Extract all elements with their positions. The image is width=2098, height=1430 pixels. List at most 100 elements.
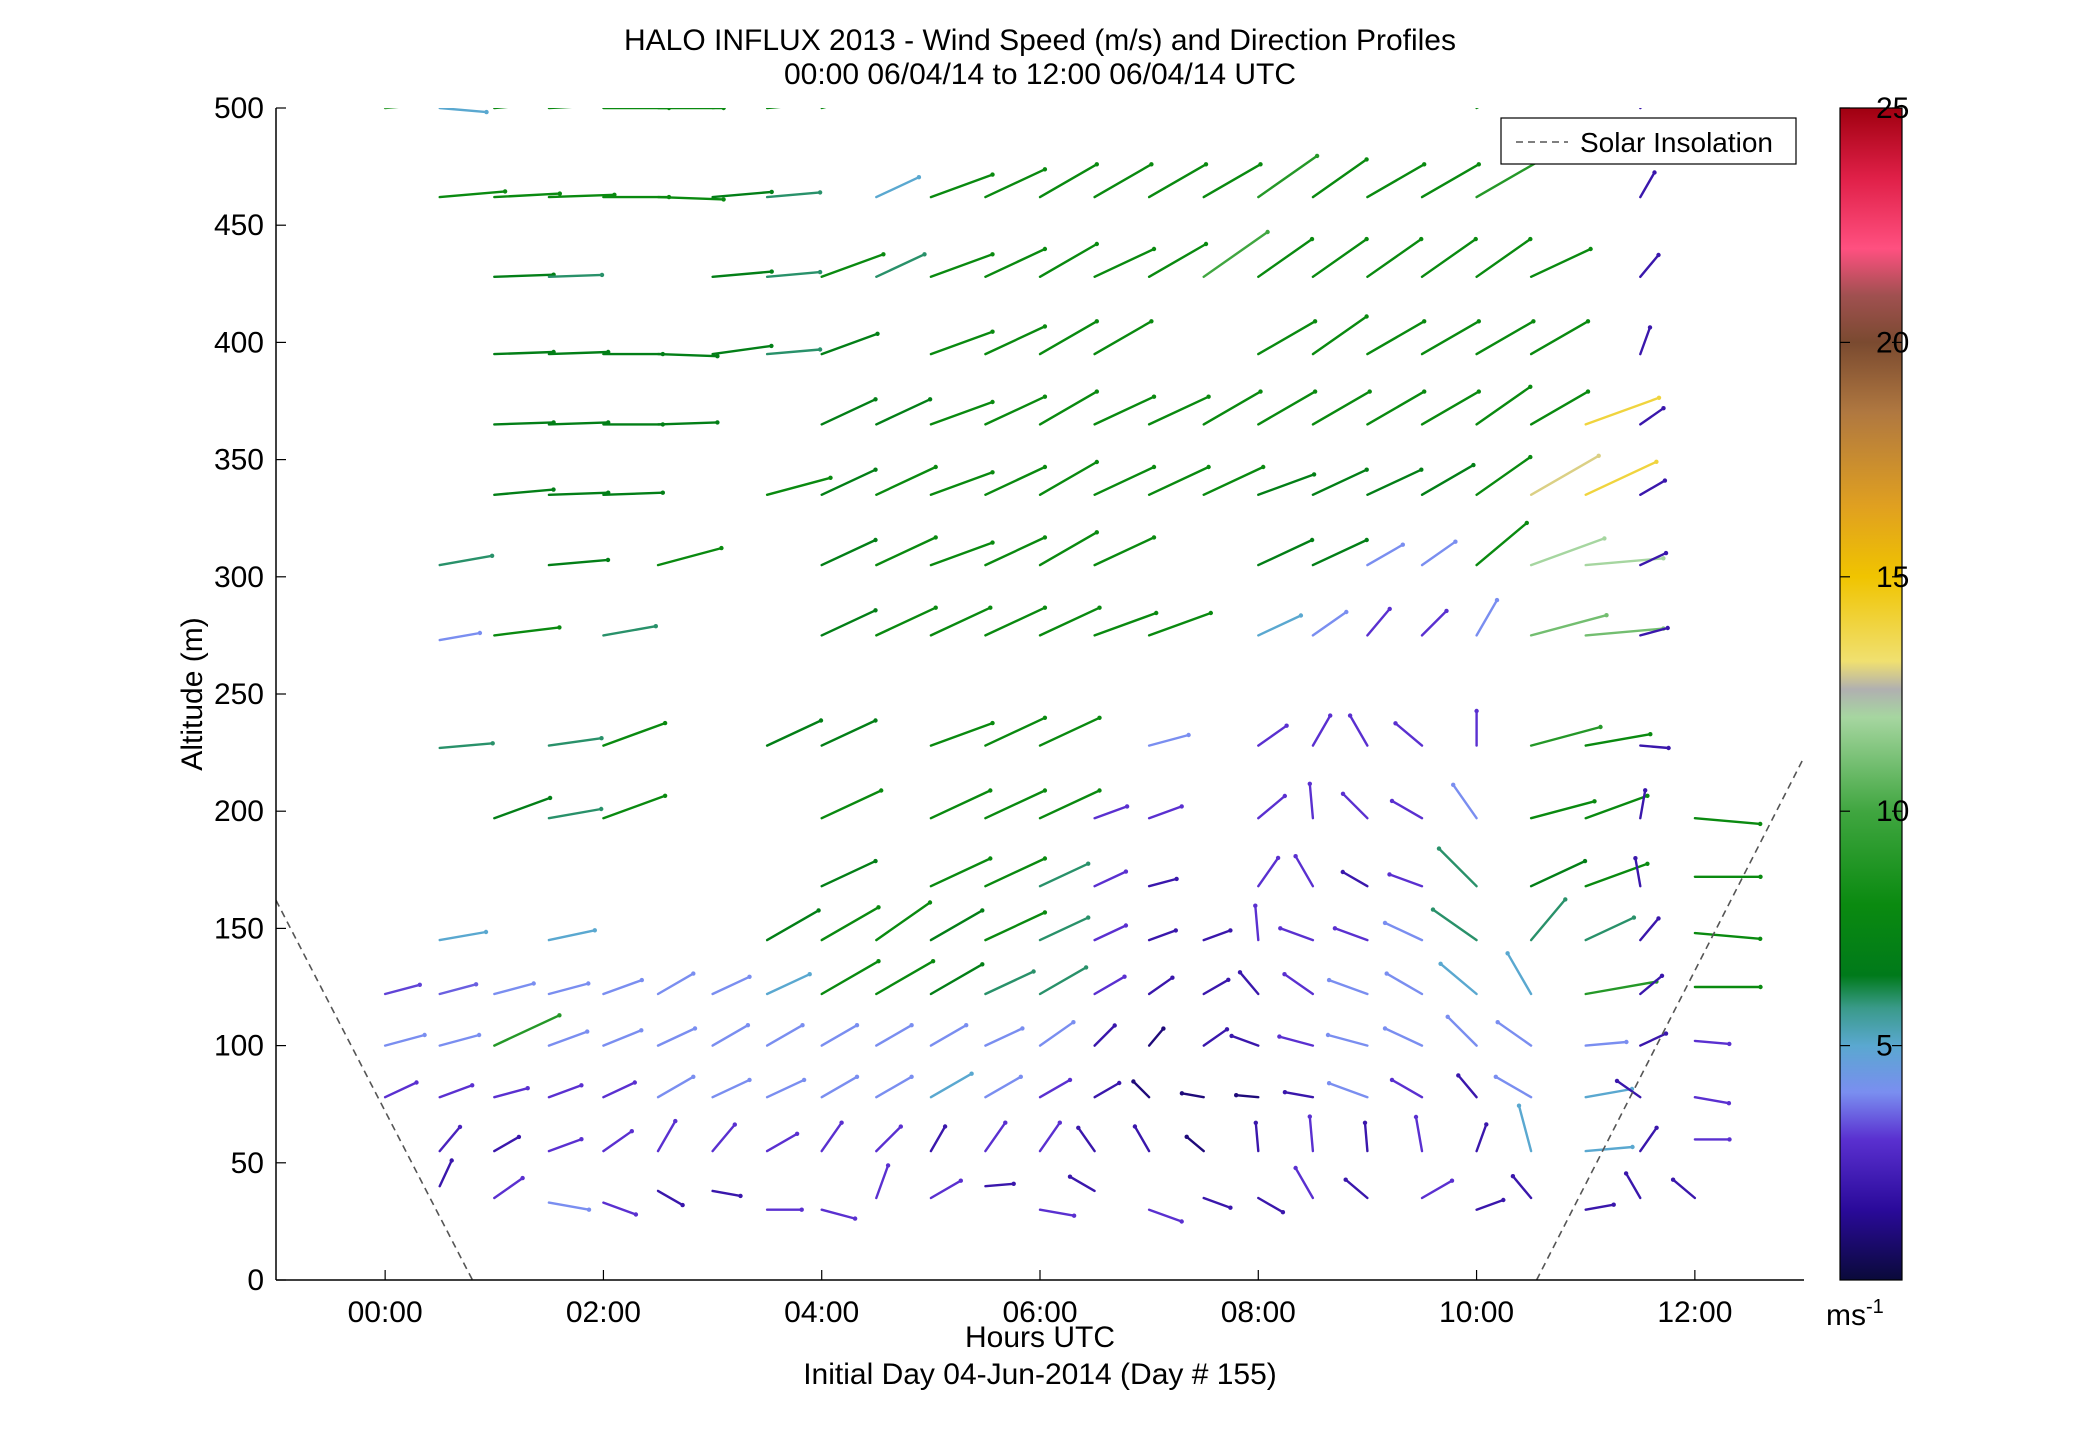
wind-vector-tip bbox=[1057, 1120, 1063, 1125]
wind-vector-tip bbox=[1493, 1074, 1499, 1080]
wind-vector-tip bbox=[1097, 715, 1102, 720]
y-tick-label: 0 bbox=[247, 1264, 264, 1297]
wind-vector bbox=[438, 1159, 453, 1188]
wind-vector-tip bbox=[1656, 916, 1661, 921]
wind-vector-tip bbox=[1631, 915, 1637, 920]
wind-vector-tip bbox=[916, 175, 922, 180]
wind-vector-tip bbox=[1596, 453, 1601, 458]
wind-vector-tip bbox=[1326, 1081, 1332, 1086]
wind-vector bbox=[1202, 978, 1230, 996]
wind-vector bbox=[1093, 611, 1158, 637]
y-tick-label: 450 bbox=[214, 209, 264, 242]
wind-vector bbox=[929, 173, 994, 199]
wind-vector-tip bbox=[1364, 236, 1369, 242]
wind-vector bbox=[984, 716, 1047, 747]
wind-vector bbox=[984, 325, 1047, 356]
wind-vector bbox=[383, 1033, 426, 1047]
wind-vector bbox=[1420, 463, 1475, 496]
wind-vector-tip bbox=[632, 1080, 637, 1085]
wind-vector-tip bbox=[807, 972, 812, 977]
wind-vector bbox=[383, 108, 399, 110]
wind-vector-tip bbox=[1020, 1026, 1025, 1031]
wind-vector bbox=[656, 1119, 677, 1153]
wind-vector-tip bbox=[1011, 1181, 1016, 1187]
wind-vector-tip bbox=[1367, 389, 1372, 394]
wind-vector-tip bbox=[1226, 977, 1231, 982]
wind-vector-tip bbox=[1094, 389, 1100, 394]
wind-vector-tip bbox=[1208, 610, 1214, 616]
wind-vector-tip bbox=[930, 959, 936, 964]
wind-vector-tip bbox=[881, 252, 886, 257]
wind-vector-tip bbox=[980, 908, 985, 913]
wind-vector bbox=[1639, 253, 1660, 278]
x-tick-label: 08:00 bbox=[1221, 1296, 1296, 1329]
wind-vector-tip bbox=[1592, 799, 1597, 804]
wind-vector-tip bbox=[516, 1134, 522, 1140]
wind-vector bbox=[1038, 1121, 1062, 1153]
wind-vector bbox=[1257, 538, 1314, 567]
wind-vector bbox=[1584, 460, 1658, 496]
wind-vector-tip bbox=[490, 741, 495, 746]
wind-vector bbox=[493, 108, 509, 110]
wind-vector bbox=[1420, 237, 1477, 278]
wind-vector-tip bbox=[1042, 246, 1048, 252]
wind-vector bbox=[1529, 454, 1600, 496]
wind-vector bbox=[1038, 606, 1101, 637]
wind-vector bbox=[547, 1201, 591, 1211]
wind-vector bbox=[1257, 154, 1319, 199]
wind-vector-tip bbox=[1067, 1077, 1073, 1083]
wind-vector-tip bbox=[1364, 537, 1369, 543]
wind-vector-tip bbox=[1505, 951, 1510, 956]
wind-vector-tip bbox=[1149, 319, 1154, 324]
wind-vector-tip bbox=[933, 464, 938, 470]
wind-vector bbox=[820, 1208, 857, 1220]
wind-vector bbox=[1093, 805, 1129, 820]
wind-vector-tip bbox=[1206, 394, 1211, 399]
wind-vector bbox=[929, 789, 992, 820]
wind-vector bbox=[765, 108, 781, 110]
wind-vector-tip bbox=[990, 252, 995, 257]
wind-vector bbox=[493, 1176, 524, 1200]
wind-vector-tip bbox=[1524, 520, 1530, 526]
wind-vector-tip bbox=[1042, 910, 1048, 915]
wind-vector-tip bbox=[1364, 467, 1369, 472]
wind-vector-tip bbox=[1387, 872, 1392, 877]
wind-vector-tip bbox=[461, 99, 465, 103]
wind-vector bbox=[602, 978, 643, 996]
wind-vector bbox=[602, 794, 667, 820]
x-tick-label: 02:00 bbox=[566, 1296, 641, 1329]
wind-vector bbox=[765, 1023, 804, 1047]
wind-vector-tip bbox=[662, 793, 668, 798]
wind-vector-tip bbox=[1531, 73, 1535, 77]
wind-vector bbox=[1038, 966, 1088, 996]
wind-vector bbox=[875, 175, 921, 199]
wind-vector-tip bbox=[927, 397, 933, 402]
wind-vector bbox=[547, 350, 610, 356]
wind-vector bbox=[493, 1014, 561, 1047]
wind-vector-tip bbox=[579, 1083, 584, 1088]
wind-vector bbox=[1257, 237, 1314, 278]
wind-vector-tip bbox=[1280, 1210, 1286, 1215]
wind-vector bbox=[1202, 1196, 1232, 1209]
wind-vector bbox=[929, 400, 994, 426]
wind-vector bbox=[1494, 1075, 1533, 1099]
wind-vector bbox=[1584, 627, 1665, 637]
wind-vector bbox=[1639, 789, 1647, 820]
wind-vector-tip bbox=[873, 858, 878, 864]
wind-vector bbox=[1147, 1027, 1165, 1047]
wind-vector-tip bbox=[1438, 961, 1443, 966]
wind-vector bbox=[1624, 1172, 1642, 1200]
wind-vector bbox=[1506, 952, 1533, 996]
wind-vector-tip bbox=[1510, 1174, 1516, 1179]
wind-vector bbox=[875, 1023, 913, 1047]
wind-vector bbox=[1383, 921, 1424, 942]
wind-vector-tip bbox=[721, 108, 726, 111]
wind-vector bbox=[1584, 396, 1661, 426]
wind-vector bbox=[1693, 817, 1762, 826]
wind-vector bbox=[1147, 805, 1183, 820]
wind-vector bbox=[1254, 904, 1260, 942]
wind-vector bbox=[1344, 1178, 1369, 1200]
wind-vector bbox=[820, 789, 883, 820]
wind-vector bbox=[602, 491, 664, 496]
wind-vector-tip bbox=[927, 900, 933, 905]
